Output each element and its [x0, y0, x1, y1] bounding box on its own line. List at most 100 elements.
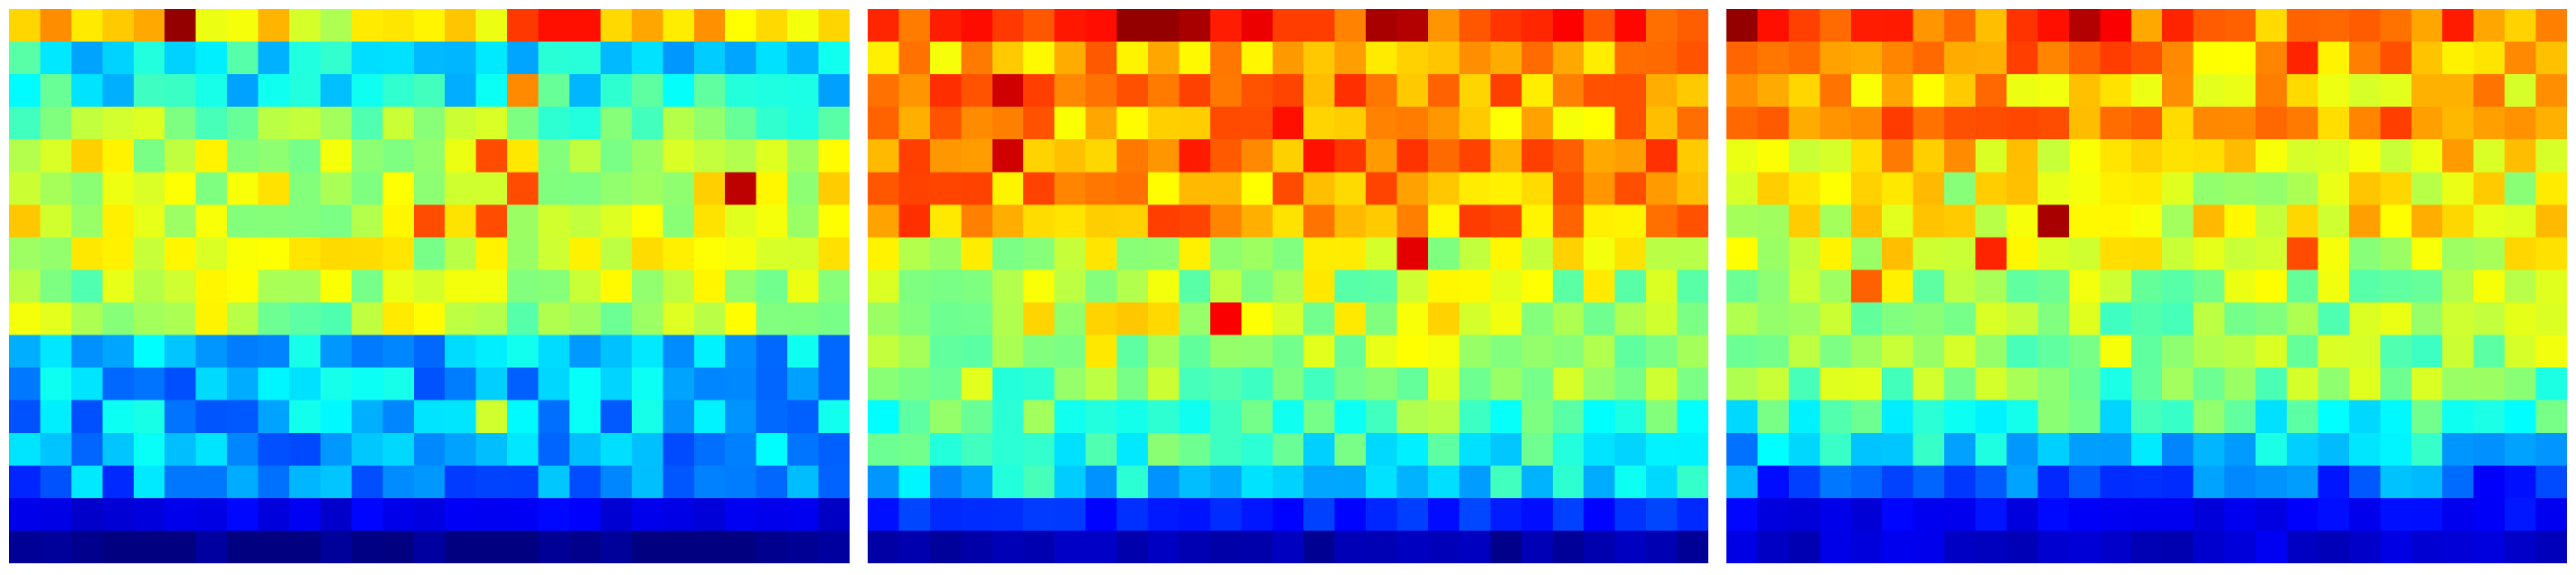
heatmap-cell [507, 9, 540, 42]
heatmap-cell [929, 204, 962, 239]
heatmap-cell [1490, 204, 1522, 239]
heatmap-cell [320, 9, 353, 42]
heatmap-cell [693, 465, 726, 499]
heatmap-cell [538, 465, 570, 499]
heatmap-cell [2442, 42, 2475, 75]
heatmap-cell [2130, 9, 2163, 42]
heatmap-cell [1209, 42, 1242, 75]
heatmap-cell [2380, 367, 2412, 401]
heatmap-cell [868, 367, 900, 401]
heatmap-cell [1241, 432, 1274, 467]
heatmap-cell [2255, 367, 2288, 401]
heatmap-cell [898, 497, 931, 532]
heatmap-cell [756, 465, 788, 499]
heatmap-cell [2255, 302, 2288, 336]
heatmap-cell [133, 139, 165, 173]
heatmap-cell [71, 237, 103, 271]
heatmap-cell [351, 139, 383, 173]
heatmap-cell [382, 139, 415, 173]
heatmap-cell [102, 302, 135, 336]
heatmap-cell [1944, 302, 1977, 336]
heatmap-cell [133, 432, 165, 467]
heatmap-cell [1882, 497, 1914, 532]
heatmap-cell [2287, 74, 2319, 108]
heatmap-cell [898, 204, 931, 239]
heatmap-cell [538, 530, 570, 563]
heatmap-cell [868, 237, 900, 271]
heatmap-cell [1459, 237, 1491, 271]
heatmap-cell [1882, 465, 1914, 499]
heatmap-cell [2287, 530, 2319, 563]
heatmap-cell [600, 42, 633, 75]
heatmap-cell [2505, 204, 2537, 239]
heatmap-cell [1366, 204, 1398, 239]
heatmap-cell [818, 172, 850, 205]
heatmap-cell [2193, 107, 2225, 140]
heatmap-cell [663, 465, 695, 499]
heatmap-cell [71, 530, 103, 563]
heatmap-cell [929, 42, 962, 75]
heatmap-cell [2380, 269, 2412, 304]
heatmap-cell [961, 74, 993, 108]
heatmap-cell [961, 42, 993, 75]
heatmap-cell [2224, 237, 2257, 271]
heatmap-cell [1272, 74, 1304, 108]
heatmap-cell [868, 107, 900, 140]
heatmap-cell [2380, 530, 2412, 563]
heatmap-cell [1428, 335, 1461, 369]
heatmap-cell [1334, 302, 1367, 336]
heatmap-cell [1428, 497, 1461, 532]
heatmap-cell [2068, 74, 2101, 108]
heatmap-cell [1788, 107, 1820, 140]
heatmap-cell [2287, 204, 2319, 239]
heatmap-cell [1428, 302, 1461, 336]
heatmap-cell [898, 9, 931, 42]
heatmap-cell [289, 465, 322, 499]
heatmap-cell [445, 237, 477, 271]
heatmap-cell [165, 530, 197, 563]
heatmap-cell [382, 530, 415, 563]
heatmap-cell [1023, 530, 1056, 563]
heatmap-cell [9, 204, 42, 239]
heatmap-cell [1944, 530, 1977, 563]
heatmap-cell [1584, 400, 1616, 434]
heatmap-cell [1975, 302, 2007, 336]
heatmap-cell [1303, 74, 1336, 108]
heatmap-cell [1521, 204, 1554, 239]
heatmap-cell [538, 107, 570, 140]
heatmap-cell [195, 432, 228, 467]
heatmap-cell [289, 400, 322, 434]
heatmap-cell [195, 172, 228, 205]
heatmap-cell [289, 172, 322, 205]
heatmap-cell [2473, 172, 2505, 205]
heatmap-cell [2473, 204, 2505, 239]
heatmap-cell [961, 465, 993, 499]
heatmap-cell [693, 432, 726, 467]
heatmap-cell [289, 237, 322, 271]
heatmap-cell [1241, 497, 1274, 532]
heatmap-cell [475, 9, 508, 42]
heatmap-cell [1975, 432, 2007, 467]
heatmap-cell [818, 497, 850, 532]
heatmap-cell [382, 465, 415, 499]
heatmap-cell [1584, 9, 1616, 42]
heatmap-cell [2162, 139, 2195, 173]
heatmap-cell [2193, 269, 2225, 304]
heatmap-cell [2255, 9, 2288, 42]
heatmap-cell [1054, 139, 1086, 173]
heatmap-cell [1677, 400, 1708, 434]
heatmap-cell [600, 204, 633, 239]
heatmap-cell [1086, 530, 1118, 563]
heatmap-cell [1944, 497, 1977, 532]
heatmap-cell [961, 367, 993, 401]
heatmap-cell [2348, 172, 2381, 205]
heatmap-cell [320, 42, 353, 75]
heatmap-cell [1614, 172, 1647, 205]
heatmap-cell [2068, 42, 2101, 75]
heatmap-cell [1179, 367, 1211, 401]
heatmap-cell [1023, 465, 1056, 499]
heatmap-cell [2193, 9, 2225, 42]
heatmap-cell [1334, 497, 1367, 532]
heatmap-cell [1646, 432, 1678, 467]
heatmap-cell [507, 172, 540, 205]
